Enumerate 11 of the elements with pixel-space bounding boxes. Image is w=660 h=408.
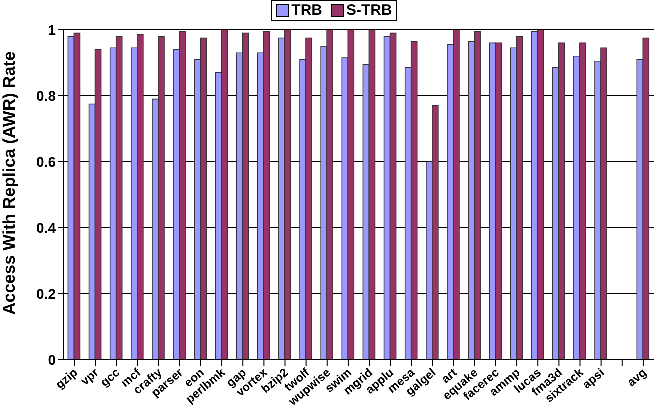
y-axis-title: Access With Replica (AWR) Rate [0, 52, 20, 315]
y-tick-label: 0.8 [36, 88, 56, 104]
legend-label: S-TRB [346, 2, 392, 19]
x-tick-label: avg [624, 366, 650, 390]
y-tick-label: 0 [48, 352, 56, 368]
x-tick-label: gzip [53, 366, 80, 392]
legend-label: TRB [290, 2, 322, 19]
y-tick-label: 0.6 [36, 154, 56, 170]
y-tick-label: 0.2 [36, 286, 56, 302]
y-tick-label: 0.4 [36, 220, 56, 236]
y-tick-label: 1 [48, 22, 56, 38]
